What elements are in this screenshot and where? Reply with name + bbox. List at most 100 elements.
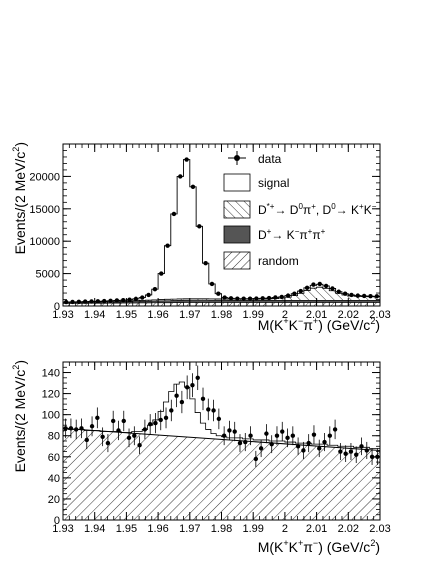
bottom-data-point xyxy=(359,444,364,449)
top-xlabel: M(K+K−π+) (GeV/c2) xyxy=(258,316,380,333)
legend-dplus-label: D+→ K−π+π+ xyxy=(258,227,326,242)
bottom-data-point xyxy=(269,441,274,447)
bottom-data-point xyxy=(184,385,190,390)
bottom-data-point xyxy=(280,429,285,434)
bottom-data-point xyxy=(68,426,74,431)
bottom-xlabel: M(K+K+π−) (GeV/c2) xyxy=(258,538,380,555)
legend-signal-swatch xyxy=(223,173,251,192)
top-data-point xyxy=(171,211,177,217)
top-panel: data signal D*+→ D0π+, D0→ K+K− D+→ K−π+… xyxy=(11,142,391,333)
bottom-ytick-label: 80 xyxy=(48,431,60,443)
legend-dstar-label: D*+→ D0π+, D0→ K+K− xyxy=(258,202,377,217)
top-data-point xyxy=(102,298,107,304)
top-data-point xyxy=(190,184,196,189)
bottom-data-point xyxy=(306,440,311,446)
top-data-point xyxy=(108,298,113,304)
top-data-point xyxy=(260,296,265,301)
top-data-point xyxy=(209,281,215,287)
top-data-point xyxy=(159,271,164,276)
top-xtick-label: 1.98 xyxy=(211,309,232,321)
bottom-data-point xyxy=(248,433,253,438)
top-data-point xyxy=(70,299,75,305)
top-data-point xyxy=(266,295,272,301)
legend-random-swatch xyxy=(223,251,251,270)
bottom-ytick-label: 60 xyxy=(48,452,60,464)
bottom-xtick-label: 1.98 xyxy=(211,523,232,535)
bottom-panel: 1.93 1.94 1.95 1.96 1.97 1.98 1.99 2 2.01 2.02 2.0… xyxy=(11,360,391,555)
bottom-data-point xyxy=(301,448,306,453)
bottom-xtick-label: 2.03 xyxy=(369,523,390,535)
legend-signal-label: signal xyxy=(258,176,289,190)
bottom-fit-hist xyxy=(63,381,380,449)
bottom-plot-area xyxy=(62,365,381,520)
top-data-point xyxy=(89,299,94,304)
bottom-data-point xyxy=(332,427,338,432)
bottom-data-point xyxy=(163,415,169,421)
bottom-data-point xyxy=(116,428,121,433)
bottom-xtick-label: 1.95 xyxy=(116,523,137,535)
top-data-point xyxy=(216,291,221,296)
bottom-data-point xyxy=(317,446,322,451)
top-data-point xyxy=(152,286,158,292)
top-xtick-label: 1.93 xyxy=(52,309,73,321)
top-frame xyxy=(62,143,381,307)
bottom-xtick-label: 1.96 xyxy=(147,523,168,535)
bottom-data-point xyxy=(179,399,185,405)
top-data-point xyxy=(95,299,101,304)
legend-dplus-swatch xyxy=(223,225,251,244)
top-xtick-label: 2.02 xyxy=(338,309,359,321)
bottom-data-point xyxy=(290,433,296,438)
bottom-data-point xyxy=(327,433,333,438)
top-data-point xyxy=(330,286,335,291)
bottom-data-point xyxy=(110,418,116,424)
top-ytick-label: 10000 xyxy=(29,236,60,248)
bottom-data-point xyxy=(142,427,148,432)
bottom-ytick-label: 20 xyxy=(48,494,60,506)
top-xtick-label: 1.97 xyxy=(179,309,200,321)
top-data-point xyxy=(121,297,126,303)
bottom-data-point xyxy=(253,456,259,462)
top-data-point xyxy=(146,292,151,298)
top-ytick-label: 0 xyxy=(54,301,60,313)
bottom-data-point xyxy=(105,440,111,446)
bottom-ytick-label: 140 xyxy=(42,368,60,380)
top-data-point xyxy=(336,289,341,294)
bottom-data-point xyxy=(295,444,301,449)
top-data-point xyxy=(133,296,139,302)
bottom-xtick-label: 1.93 xyxy=(52,523,73,535)
bottom-data-point xyxy=(147,421,153,427)
bottom-data-point xyxy=(79,426,84,431)
top-data-point xyxy=(184,157,189,162)
top-data-point xyxy=(140,295,145,300)
bottom-data-point xyxy=(195,375,200,380)
bottom-data-point xyxy=(174,393,179,398)
bottom-data-point xyxy=(169,408,174,413)
bottom-data-point xyxy=(322,439,327,445)
bottom-background-line xyxy=(62,427,381,451)
top-data-point xyxy=(114,298,120,303)
top-data-point xyxy=(292,291,297,296)
top-signal-hist xyxy=(62,159,381,307)
bottom-data-point xyxy=(95,415,100,421)
legend-dstar-swatch xyxy=(223,200,251,219)
bottom-data-point xyxy=(354,452,359,457)
top-xtick-label: 1.95 xyxy=(116,309,137,321)
legend-random-label: random xyxy=(258,254,299,268)
top-data-point xyxy=(241,296,246,301)
top-xtick-label: 1.96 xyxy=(147,309,168,321)
top-xtick-label: 1.94 xyxy=(84,309,105,321)
top-data-point xyxy=(368,293,373,299)
bottom-data-point xyxy=(200,396,206,402)
bottom-data-point xyxy=(216,416,222,422)
bottom-data-point xyxy=(237,440,243,446)
bottom-data-point xyxy=(243,439,248,445)
top-data-point xyxy=(235,296,240,301)
top-data-point xyxy=(178,174,183,179)
bottom-ytick-label: 120 xyxy=(42,389,60,401)
bottom-xtick-label: 2.02 xyxy=(338,523,359,535)
bottom-data-point xyxy=(264,431,269,436)
bottom-xtick-label: 2 xyxy=(282,523,288,535)
bottom-xtick-label: 1.97 xyxy=(179,523,200,535)
top-data-point xyxy=(203,261,208,266)
